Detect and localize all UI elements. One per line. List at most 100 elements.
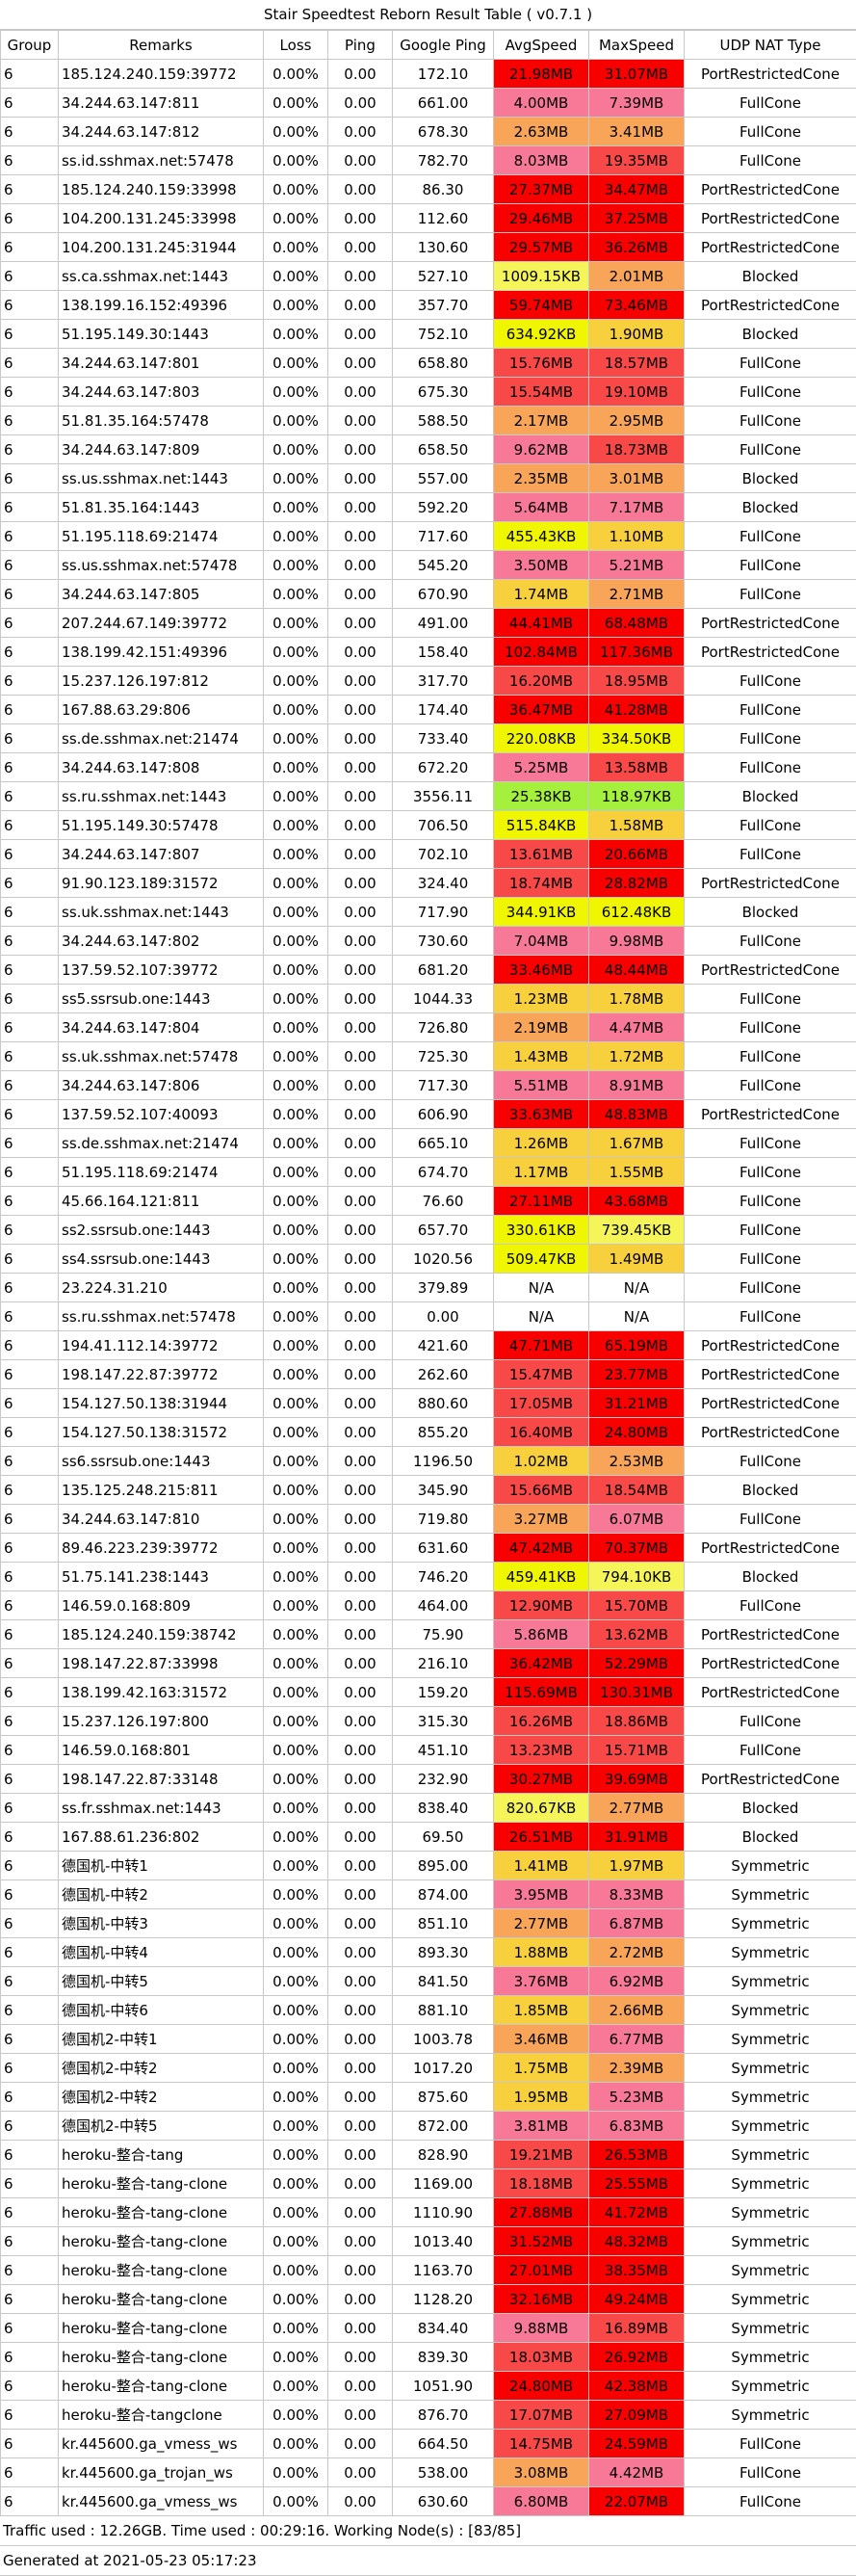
cell-loss: 0.00%	[264, 696, 328, 724]
cell-remarks: ss.us.sshmax.net:1443	[59, 464, 264, 493]
cell-ping: 0.00	[328, 1505, 393, 1534]
cell-group: 6	[1, 1013, 59, 1042]
cell-avg-speed: 44.41MB	[494, 609, 589, 638]
cell-remarks: 51.81.35.164:57478	[59, 407, 264, 435]
cell-google-ping: 75.90	[393, 1620, 494, 1649]
cell-ping: 0.00	[328, 927, 393, 956]
cell-google-ping: 174.40	[393, 696, 494, 724]
cell-ping: 0.00	[328, 1563, 393, 1591]
cell-avg-speed: 29.57MB	[494, 233, 589, 262]
cell-udp-nat-type: PortRestrictedCone	[685, 204, 856, 233]
cell-remarks: 34.244.63.147:810	[59, 1505, 264, 1534]
cell-udp-nat-type: Blocked	[685, 1823, 856, 1852]
cell-avg-speed: 19.21MB	[494, 2141, 589, 2169]
cell-avg-speed: 29.46MB	[494, 204, 589, 233]
cell-google-ping: 158.40	[393, 638, 494, 667]
cell-avg-speed: 12.90MB	[494, 1591, 589, 1620]
cell-google-ping: 730.60	[393, 927, 494, 956]
cell-udp-nat-type: Symmetric	[685, 1967, 856, 1996]
cell-ping: 0.00	[328, 1591, 393, 1620]
header-group: Group	[1, 31, 59, 60]
cell-loss: 0.00%	[264, 2083, 328, 2112]
cell-loss: 0.00%	[264, 435, 328, 464]
cell-avg-speed: 1.74MB	[494, 580, 589, 609]
cell-udp-nat-type: Blocked	[685, 1476, 856, 1505]
cell-max-speed: 48.32MB	[589, 2227, 685, 2256]
cell-udp-nat-type: FullCone	[685, 696, 856, 724]
cell-max-speed: 9.98MB	[589, 927, 685, 956]
cell-loss: 0.00%	[264, 1852, 328, 1880]
cell-remarks: 137.59.52.107:39772	[59, 956, 264, 985]
cell-loss: 0.00%	[264, 146, 328, 175]
cell-udp-nat-type: FullCone	[685, 1505, 856, 1534]
cell-ping: 0.00	[328, 1534, 393, 1563]
cell-ping: 0.00	[328, 1736, 393, 1765]
cell-google-ping: 719.80	[393, 1505, 494, 1534]
cell-remarks: 51.195.118.69:21474	[59, 522, 264, 551]
cell-ping: 0.00	[328, 551, 393, 580]
cell-avg-speed: 220.08KB	[494, 724, 589, 753]
cell-udp-nat-type: FullCone	[685, 840, 856, 869]
cell-google-ping: 893.30	[393, 1938, 494, 1967]
cell-max-speed: N/A	[589, 1274, 685, 1302]
cell-max-speed: 1.97MB	[589, 1852, 685, 1880]
cell-loss: 0.00%	[264, 1302, 328, 1331]
cell-google-ping: 834.40	[393, 2314, 494, 2343]
cell-group: 6	[1, 1331, 59, 1360]
cell-group: 6	[1, 638, 59, 667]
cell-max-speed: 5.23MB	[589, 2083, 685, 2112]
cell-loss: 0.00%	[264, 1418, 328, 1447]
cell-loss: 0.00%	[264, 522, 328, 551]
cell-google-ping: 855.20	[393, 1418, 494, 1447]
cell-loss: 0.00%	[264, 1938, 328, 1967]
cell-avg-speed: 13.23MB	[494, 1736, 589, 1765]
cell-loss: 0.00%	[264, 1274, 328, 1302]
cell-loss: 0.00%	[264, 1707, 328, 1736]
cell-udp-nat-type: PortRestrictedCone	[685, 609, 856, 638]
cell-google-ping: 1017.20	[393, 2054, 494, 2083]
cell-group: 6	[1, 1360, 59, 1389]
cell-max-speed: 42.38MB	[589, 2372, 685, 2401]
cell-udp-nat-type: FullCone	[685, 580, 856, 609]
cell-group: 6	[1, 1216, 59, 1245]
cell-loss: 0.00%	[264, 811, 328, 840]
cell-ping: 0.00	[328, 753, 393, 782]
cell-udp-nat-type: FullCone	[685, 1736, 856, 1765]
cell-max-speed: 16.89MB	[589, 2314, 685, 2343]
cell-group: 6	[1, 233, 59, 262]
cell-loss: 0.00%	[264, 1447, 328, 1476]
cell-max-speed: 117.36MB	[589, 638, 685, 667]
cell-avg-speed: 14.75MB	[494, 2430, 589, 2458]
cell-loss: 0.00%	[264, 782, 328, 811]
cell-udp-nat-type: PortRestrictedCone	[685, 291, 856, 320]
cell-group: 6	[1, 1620, 59, 1649]
cell-google-ping: 0.00	[393, 1302, 494, 1331]
cell-ping: 0.00	[328, 291, 393, 320]
cell-max-speed: 4.47MB	[589, 1013, 685, 1042]
cell-udp-nat-type: PortRestrictedCone	[685, 869, 856, 898]
cell-google-ping: 1020.56	[393, 1245, 494, 1274]
cell-google-ping: 675.30	[393, 378, 494, 407]
cell-group: 6	[1, 1996, 59, 2025]
cell-remarks: 德国机-中转3	[59, 1909, 264, 1938]
cell-avg-speed: 5.51MB	[494, 1071, 589, 1100]
cell-remarks: 138.199.42.151:49396	[59, 638, 264, 667]
cell-udp-nat-type: FullCone	[685, 522, 856, 551]
cell-avg-speed: 459.41KB	[494, 1563, 589, 1591]
cell-max-speed: 6.07MB	[589, 1505, 685, 1534]
cell-group: 6	[1, 1736, 59, 1765]
cell-max-speed: 48.83MB	[589, 1100, 685, 1129]
cell-group: 6	[1, 667, 59, 696]
cell-group: 6	[1, 2314, 59, 2343]
table-header-row: Group Remarks Loss Ping Google Ping AvgS…	[1, 31, 856, 60]
